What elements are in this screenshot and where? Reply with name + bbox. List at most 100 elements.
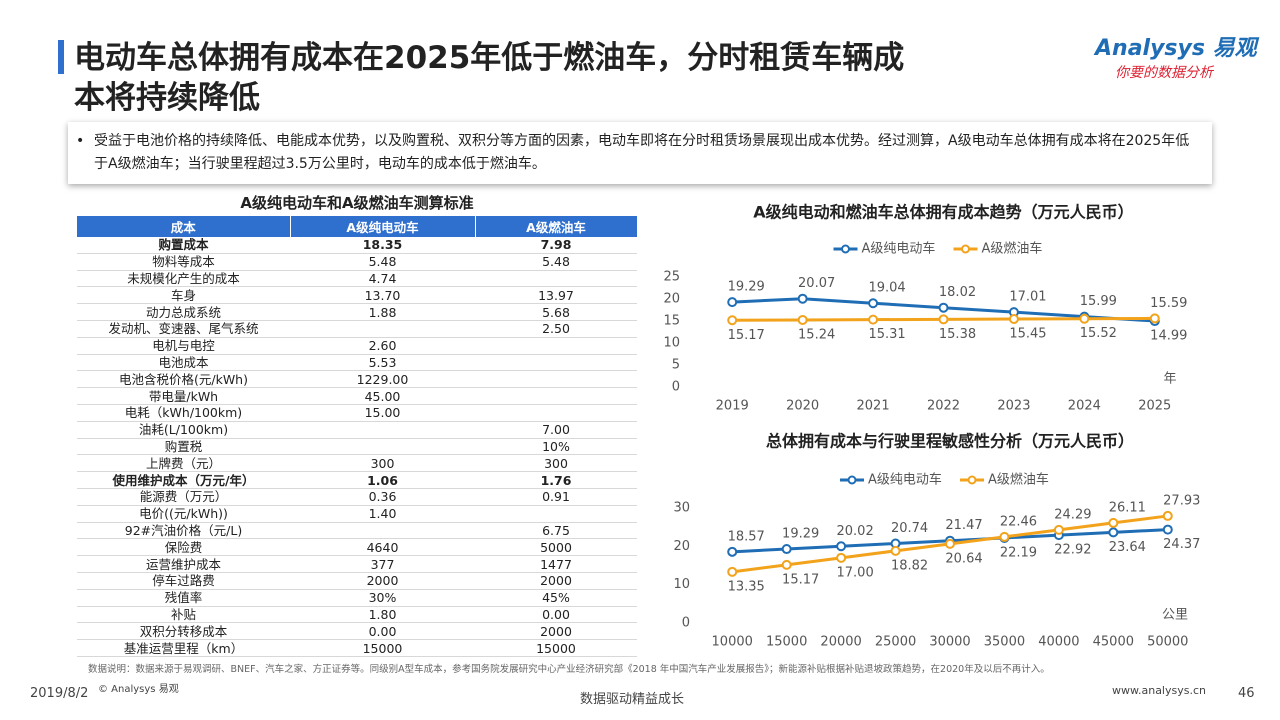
- data-label: 18.57: [728, 529, 765, 544]
- footer-copyright: © Analysys 易观: [98, 684, 179, 695]
- point: [1162, 510, 1173, 521]
- table-row: 电耗（kWh/100km) 15.00: [77, 404, 637, 422]
- point: [938, 314, 949, 325]
- table-cell: 保险费: [77, 538, 290, 557]
- table-cell: 300: [290, 454, 475, 473]
- y-tick-label: 30: [673, 501, 690, 516]
- table-cell: 0.00: [290, 622, 475, 641]
- data-label: 18.02: [939, 285, 976, 300]
- table-cell: 购置成本: [77, 237, 290, 254]
- table-cell: [290, 438, 475, 456]
- x-tick-label: 30000: [929, 635, 970, 650]
- point: [1108, 527, 1119, 538]
- y-tick-label: 5: [672, 358, 680, 373]
- table-row: 双积分转移成本 0.00 2000: [77, 622, 637, 641]
- x-tick-label: 35000: [984, 635, 1025, 650]
- point: [727, 546, 738, 557]
- point: [836, 541, 847, 552]
- data-label: 19.04: [868, 281, 905, 296]
- data-label: 19.29: [782, 527, 819, 542]
- data-label: 22.92: [1054, 543, 1091, 558]
- point: [868, 298, 879, 309]
- page-number: 46: [1238, 686, 1255, 701]
- bullet-box: • 受益于电池价格的持续降低、电能成本优势，以及购置税、双积分等方面的因素，电动车…: [68, 122, 1212, 184]
- title-bar: [58, 40, 64, 74]
- data-label: 26.11: [1109, 500, 1146, 515]
- point: [1008, 314, 1019, 325]
- legend-label: A级燃油车: [988, 472, 1049, 488]
- data-label: 17.00: [837, 565, 874, 580]
- point: [797, 314, 808, 325]
- data-label: 20.02: [837, 524, 874, 539]
- data-label: 15.17: [728, 328, 765, 343]
- point: [836, 552, 847, 563]
- point: [1108, 517, 1119, 528]
- legend-marker: [847, 475, 857, 485]
- chart: 10000 15000 20000 25000 30000 35000 40000 45000…: [673, 432, 1200, 650]
- table-cell: [290, 320, 475, 338]
- header-row: 成本 A级纯电动车 A级燃油车: [77, 216, 638, 237]
- data-label: 20.07: [798, 276, 835, 291]
- data-label: 24.29: [1054, 507, 1091, 522]
- table-row: 使用维护成本（万元/年） 1.06 1.76: [77, 471, 637, 489]
- data-label: 15.17: [782, 572, 819, 587]
- table-row: 车身 13.70 13.97: [77, 286, 637, 305]
- table-row: 油耗(L/100km) 7.00: [77, 421, 637, 439]
- table-cell: 4.74: [290, 270, 475, 288]
- table-cell: 能源费（万元）: [77, 488, 290, 506]
- table-row: 残值率 30% 45%: [77, 589, 637, 607]
- table-cell: 18.35: [290, 237, 475, 254]
- table-cell: 电池成本: [77, 354, 290, 372]
- point: [1053, 524, 1064, 535]
- data-label: 15.31: [868, 327, 905, 342]
- table-cell: [475, 404, 637, 422]
- table-cell: 1.76: [475, 471, 637, 489]
- table-row: 上牌费（元） 300 300: [77, 454, 637, 473]
- point: [868, 314, 879, 325]
- chart-title: 总体拥有成本与行驶里程敏感性分析（万元人民币）: [766, 432, 1134, 451]
- data-label: 23.64: [1109, 540, 1146, 555]
- header-cell: A级燃油车: [475, 216, 638, 237]
- table-row: 电池成本 5.53: [77, 354, 637, 372]
- table-cell: 7.98: [475, 237, 637, 254]
- table-row: 物料等成本 5.48 5.48: [77, 253, 637, 271]
- data-label: 15.52: [1080, 326, 1117, 341]
- table-cell: 30%: [290, 589, 475, 607]
- footer-slogan: 数据驱动精益成长: [580, 692, 685, 707]
- x-tick-label: 2022: [927, 399, 960, 414]
- legend-marker: [961, 244, 970, 254]
- chart: 2019 2020 2021 2022 2023 2024 2025A级纯电动和燃油车总体拥…: [663, 203, 1187, 414]
- footer-date: 2019/8/2: [30, 686, 89, 701]
- data-label: 14.99: [1150, 329, 1187, 344]
- data-label: 13.35: [728, 579, 765, 594]
- table-row: 电价((元/kWh)) 1.40: [77, 505, 637, 523]
- table-row: 保险费 4640 5000: [77, 538, 637, 557]
- table-cell: [475, 354, 637, 372]
- table-row: 未规模化产生的成本 4.74: [77, 270, 637, 288]
- y-tick-label: 10: [663, 336, 680, 351]
- table-cell: 电机与电控: [77, 337, 290, 355]
- point: [781, 544, 792, 555]
- table-cell: 带电量/kWh: [77, 387, 290, 405]
- table-row: 运营维护成本 377 1477: [77, 555, 637, 573]
- y-tick-label: 0: [672, 380, 680, 395]
- x-tick-label: 2024: [1068, 399, 1101, 414]
- point: [945, 538, 955, 549]
- table-row: 购置成本 18.35 7.98: [77, 237, 637, 254]
- y-tick-label: 20: [663, 292, 680, 307]
- table-row: 停车过路费 2000 2000: [77, 572, 637, 590]
- table-title: A级纯电动车和A级燃油车测算标准: [240, 194, 474, 212]
- table-cell: 使用维护成本（万元/年）: [77, 471, 290, 489]
- table-cell: 残值率: [77, 589, 290, 607]
- table-row: 92#汽油价格（元/L) 6.75: [77, 522, 637, 540]
- table-cell: 电耗（kWh/100km): [77, 404, 290, 422]
- table-cell: 车身: [77, 286, 290, 305]
- table-cell: 未规模化产生的成本: [77, 270, 290, 288]
- table-cell: 1.06: [290, 471, 475, 489]
- data-label: 22.19: [1000, 545, 1037, 560]
- point: [727, 566, 738, 577]
- table-cell: 15000: [475, 639, 637, 657]
- point: [727, 297, 738, 308]
- table-cell: [475, 370, 637, 389]
- table-row: 电机与电控 2.60: [77, 337, 637, 355]
